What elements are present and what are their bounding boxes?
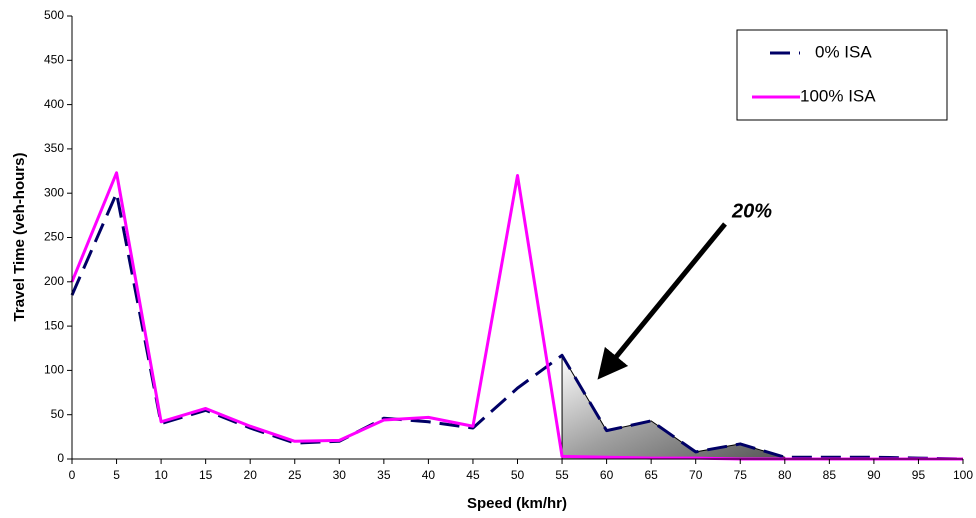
y-tick-label: 250: [44, 230, 64, 244]
shaded-area: [561, 353, 786, 460]
annotation-arrow: [597, 222, 727, 380]
x-tick-label: 75: [734, 468, 748, 482]
y-axis-title: Travel Time (veh-hours): [11, 153, 28, 322]
y-tick-label: 150: [44, 318, 64, 332]
y-tick-label: 0: [57, 451, 64, 465]
line-layer: [70, 171, 964, 461]
x-tick-label: 50: [511, 468, 525, 482]
x-tick-label: 95: [912, 468, 926, 482]
y-tick-label: 100: [44, 363, 64, 377]
x-tick-label: 45: [466, 468, 480, 482]
annotation: 20%: [731, 200, 772, 222]
x-tick-label: 55: [555, 468, 569, 482]
legend-box: [736, 29, 948, 121]
x-tick-label: 15: [199, 468, 213, 482]
y-tick-label: 50: [51, 407, 65, 421]
legend-label: 0% ISA: [815, 42, 872, 61]
x-tick-label: 20: [244, 468, 258, 482]
y-tick-label: 300: [44, 185, 64, 199]
y-tick-label: 350: [44, 141, 64, 155]
x-tick-label: 40: [422, 468, 436, 482]
y-tick-label: 500: [44, 8, 64, 22]
x-tick-label: 60: [600, 468, 614, 482]
x-tick-label: 25: [288, 468, 302, 482]
series-line: [70, 171, 963, 461]
legend-label: 100% ISA: [800, 86, 876, 105]
x-tick-label: 85: [823, 468, 837, 482]
x-tick-label: 80: [778, 468, 792, 482]
x-tick-label: 65: [644, 468, 658, 482]
x-tick-label: 90: [867, 468, 881, 482]
shade-layer: [561, 353, 786, 460]
x-tick-label: 70: [689, 468, 703, 482]
x-tick-label: 100: [953, 468, 973, 482]
x-tick-label: 35: [377, 468, 391, 482]
x-tick-label: 5: [113, 468, 120, 482]
y-tick-label: 200: [44, 274, 64, 288]
x-tick-label: 10: [154, 468, 168, 482]
y-tick-label: 400: [44, 97, 64, 111]
x-tick-label: 0: [69, 468, 76, 482]
x-tick-label: 30: [333, 468, 347, 482]
series-line: [70, 191, 964, 461]
x-axis-title: Speed (km/hr): [467, 495, 567, 512]
y-tick-label: 450: [44, 52, 64, 66]
